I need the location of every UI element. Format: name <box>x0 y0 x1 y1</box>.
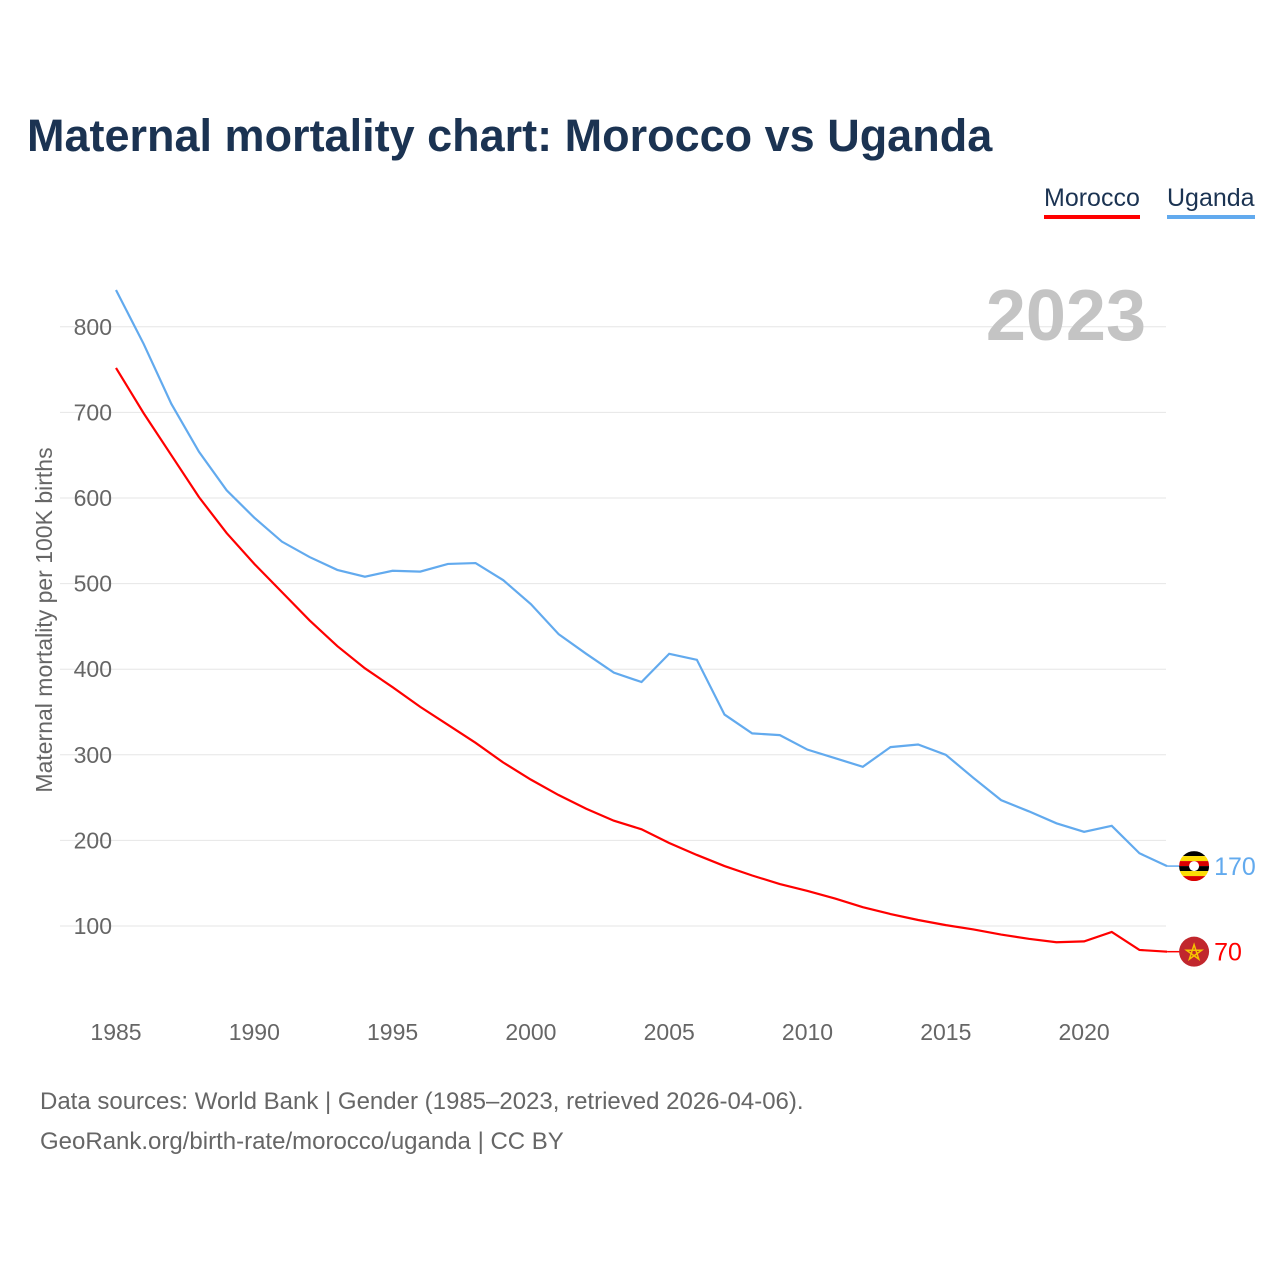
x-tick-label: 2000 <box>505 1019 556 1045</box>
x-tick-label: 1985 <box>90 1019 141 1045</box>
year-label: 2023 <box>986 276 1146 356</box>
x-tick-label: 2005 <box>644 1019 695 1045</box>
morocco-flag-icon <box>1179 936 1210 967</box>
y-tick-label: 700 <box>74 399 112 425</box>
y-tick-label: 100 <box>74 913 112 939</box>
series-line-uganda <box>115 289 1168 868</box>
y-tick-label: 600 <box>74 485 112 511</box>
y-axis-label: Maternal mortality per 100K births <box>31 447 57 792</box>
y-tick-label: 300 <box>74 742 112 768</box>
x-tick-label: 1995 <box>367 1019 418 1045</box>
x-tick-label: 2015 <box>920 1019 971 1045</box>
footer-link[interactable]: GeoRank.org/birth-rate/morocco/uganda | … <box>40 1128 564 1155</box>
x-tick-label: 2020 <box>1059 1019 1110 1045</box>
legend-uganda[interactable]: Uganda <box>1167 184 1255 219</box>
chart-title: Maternal mortality chart: Morocco vs Uga… <box>27 110 993 161</box>
y-tick-label: 200 <box>74 827 112 853</box>
x-tick-label: 2010 <box>782 1019 833 1045</box>
series-line-morocco <box>115 367 1168 953</box>
y-tick-label: 800 <box>74 314 112 340</box>
end-value-label: 170 <box>1214 853 1256 881</box>
star-icon <box>1184 942 1204 962</box>
end-value-label: 70 <box>1214 939 1242 967</box>
uganda-flag-icon <box>1179 851 1210 882</box>
x-tick-label: 1990 <box>229 1019 280 1045</box>
y-tick-label: 400 <box>74 656 112 682</box>
y-tick-label: 500 <box>74 571 112 597</box>
legend-morocco[interactable]: Morocco <box>1044 184 1140 219</box>
footer-sources: Data sources: World Bank | Gender (1985–… <box>40 1088 804 1115</box>
